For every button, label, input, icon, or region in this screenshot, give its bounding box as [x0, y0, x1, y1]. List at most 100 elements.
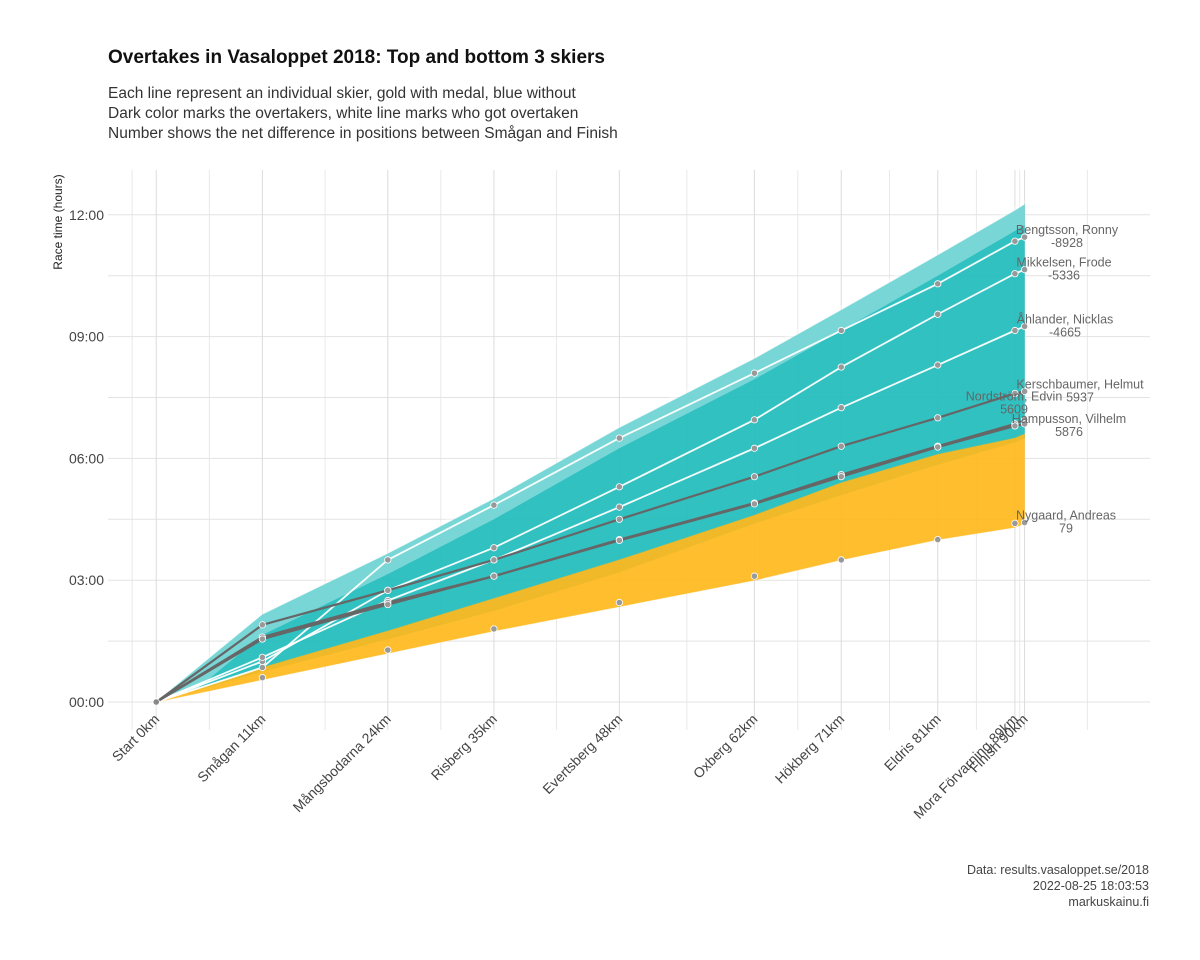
point	[750, 369, 759, 377]
point	[1011, 389, 1019, 398]
caption-source: Data: results.vasaloppet.se/2018	[966, 863, 1149, 877]
x-axis: Start 0km Smågan 11km Mångsbodarna 24km Ris…	[109, 711, 1031, 822]
x-tick-label: Evertsberg 48km	[539, 711, 625, 797]
x-tick-label: Mångsbodarna 24km	[290, 711, 394, 815]
point	[1020, 518, 1029, 527]
point	[934, 361, 942, 369]
line-3	[155, 390, 1025, 703]
skier-name-label: Kerschbaumer, Helmut	[1016, 377, 1144, 391]
subtitle-line-3: Number shows the net difference in posit…	[108, 125, 618, 142]
skier-name-label: Åhlander, Nicklas	[1017, 311, 1114, 326]
caption-site: markuskainu.fi	[1068, 895, 1149, 909]
line-5	[155, 422, 1025, 703]
point	[750, 572, 759, 580]
point	[490, 501, 498, 509]
y-tick-label: 06:00	[69, 450, 104, 466]
skier-name-label: Hampusson, Vilhelm	[1012, 412, 1126, 426]
line-2	[155, 325, 1025, 703]
point	[384, 556, 392, 564]
y-tick-label: 12:00	[69, 207, 104, 223]
chart-title: Overtakes in Vasaloppet 2018: Top and bo…	[108, 47, 605, 68]
skier-diff-label: 5937	[1066, 390, 1094, 404]
point	[384, 586, 392, 594]
x-tick-label: Eldris 81km	[881, 711, 944, 774]
point	[615, 483, 623, 491]
skier-diff-label: 79	[1059, 522, 1073, 536]
y-tick-label: 09:00	[69, 329, 104, 345]
skier-name-label: Nordström, Edvin	[966, 390, 1063, 404]
skier-name-label: Nygaard, Andreas	[1016, 509, 1116, 523]
point-start	[152, 698, 160, 706]
point	[837, 363, 845, 371]
point	[750, 500, 759, 508]
y-tick-label: 00:00	[69, 694, 104, 710]
x-tick-label: Smågan 11km	[194, 711, 268, 785]
point	[837, 326, 845, 335]
point	[837, 473, 845, 481]
point	[837, 404, 845, 412]
point	[615, 434, 623, 442]
point	[934, 310, 942, 318]
point	[934, 280, 942, 288]
point	[490, 556, 498, 564]
point	[1020, 266, 1029, 274]
x-tick-label: Oxberg 62km	[690, 711, 761, 782]
point	[490, 544, 498, 552]
point	[615, 515, 623, 523]
point	[615, 503, 623, 511]
skier-diff-label: 5876	[1055, 425, 1083, 439]
point	[934, 535, 942, 544]
y-axis-label: Race time (hours)	[51, 174, 65, 269]
point	[258, 653, 266, 661]
y-tick-label: 03:00	[69, 572, 104, 588]
point	[490, 572, 498, 580]
skier-diff-label: 5609	[1000, 403, 1028, 417]
point	[258, 674, 266, 682]
point	[934, 443, 942, 451]
band-no-medal-fade	[156, 199, 1025, 723]
point	[1011, 519, 1019, 527]
point	[1011, 270, 1019, 278]
point	[258, 635, 266, 643]
x-tick-label: Finish 90km	[966, 711, 1031, 776]
point	[490, 625, 498, 633]
line-1	[155, 268, 1025, 703]
point	[1011, 422, 1019, 430]
x-tick-label: Hökberg 71km	[772, 711, 848, 787]
x-tick-label: Risberg 35km	[428, 711, 500, 783]
point	[615, 598, 623, 607]
highlight-lines	[155, 236, 1026, 703]
point	[837, 442, 845, 450]
point	[1011, 326, 1019, 335]
skier-labels: Bengtsson, Ronny-8928 Mikkelsen, Frode-53…	[966, 223, 1144, 535]
point	[750, 473, 759, 481]
point	[1020, 420, 1029, 428]
subtitle-line-2: Dark color marks the overtakers, white l…	[108, 105, 579, 122]
subtitle-line-1: Each line represent an individual skier,…	[108, 85, 576, 102]
data-points	[152, 233, 1029, 706]
point	[258, 663, 266, 672]
point	[615, 536, 623, 545]
skier-diff-label: -4665	[1049, 325, 1081, 339]
point	[1011, 237, 1019, 245]
point	[1020, 322, 1029, 331]
skier-name-label: Bengtsson, Ronny	[1016, 223, 1119, 237]
caption-date: 2022-08-25 18:03:53	[1032, 879, 1149, 893]
y-axis: 00:00 03:00 06:00 09:00 12:00	[69, 207, 104, 710]
point	[750, 444, 759, 452]
point	[258, 621, 266, 629]
point	[1020, 387, 1029, 396]
band-medal	[156, 433, 1026, 703]
skier-name-label: Mikkelsen, Frode	[1016, 256, 1111, 270]
point	[1020, 233, 1029, 241]
point	[384, 600, 392, 609]
point	[837, 556, 845, 564]
point	[384, 646, 392, 654]
x-tick-label: Start 0km	[109, 711, 163, 765]
point	[750, 416, 759, 424]
skier-diff-label: -5336	[1048, 269, 1080, 283]
line-0	[155, 236, 1025, 703]
skier-diff-label: -8928	[1051, 236, 1083, 250]
point	[934, 414, 942, 422]
